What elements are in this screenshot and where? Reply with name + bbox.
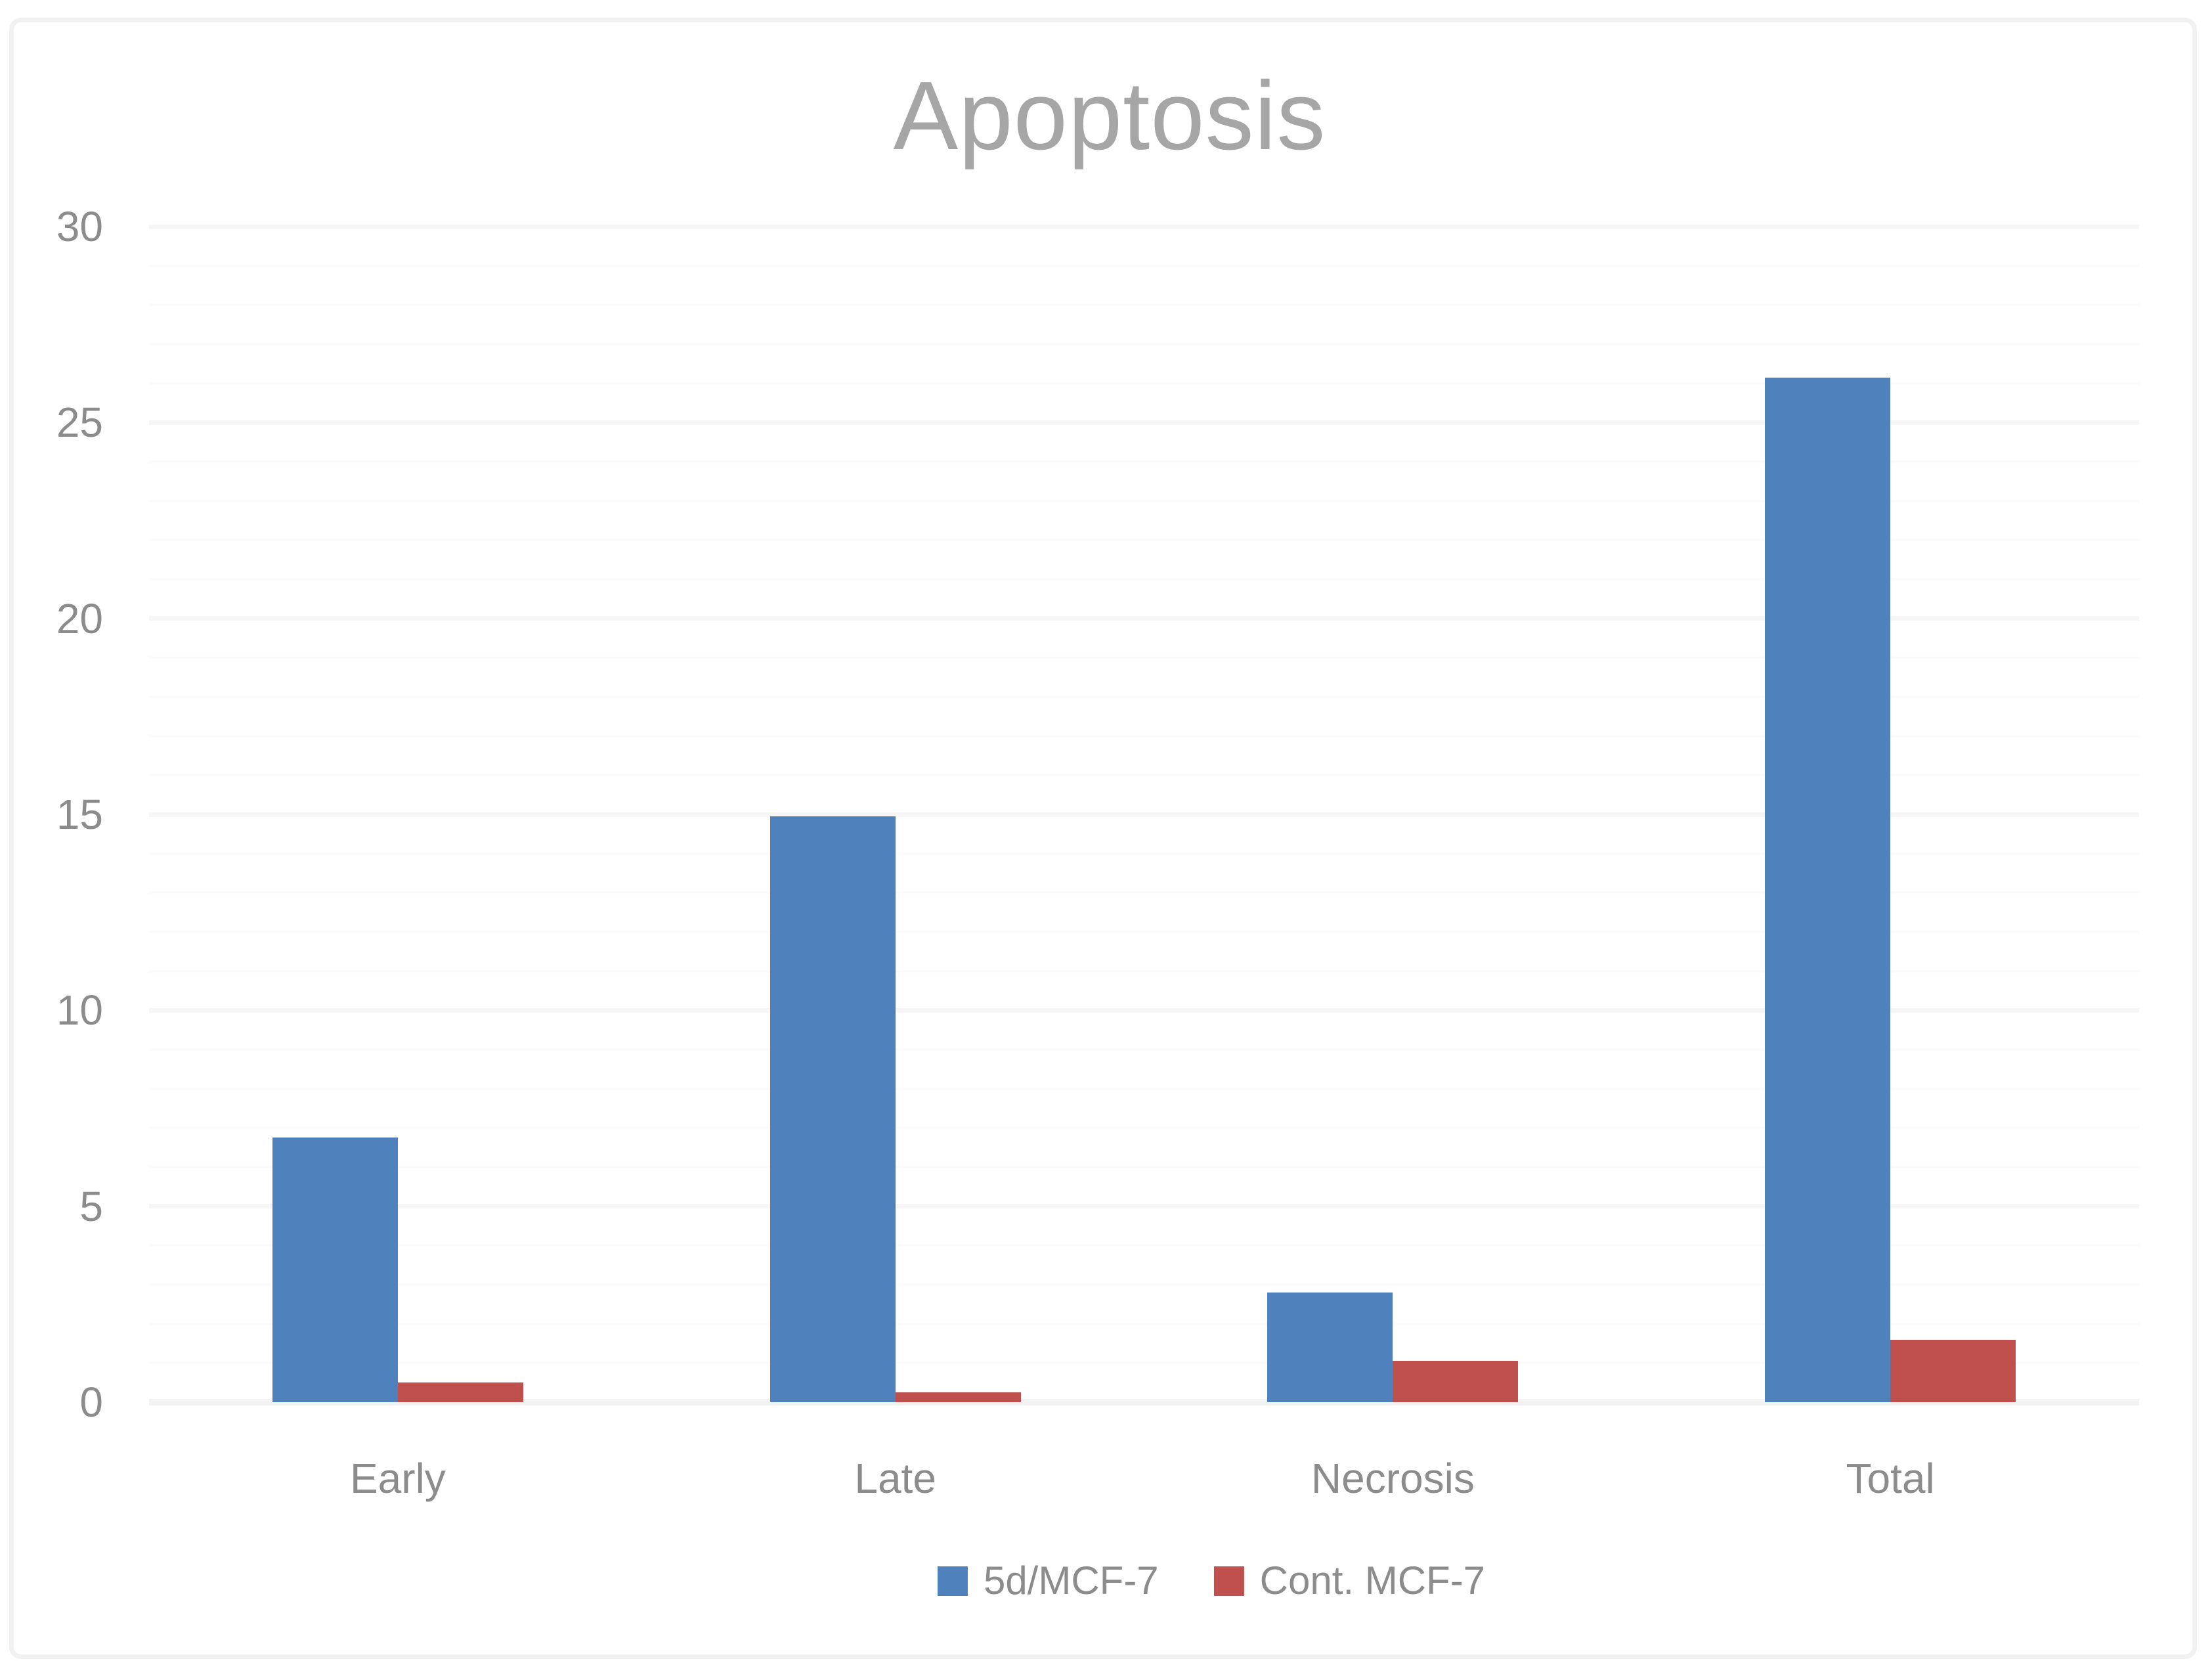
major-gridline xyxy=(149,1204,2139,1209)
bar-cont-mcf-7-total xyxy=(1890,1339,2016,1402)
minor-gridline xyxy=(149,460,2139,463)
y-tick-label-10: 10 xyxy=(56,986,103,1034)
bar-5d-mcf-7-late xyxy=(770,816,896,1402)
bar-cont-mcf-7-late xyxy=(895,1392,1021,1402)
bar-cont-mcf-7-necrosis xyxy=(1393,1361,1519,1402)
bar-5d-mcf-7-early xyxy=(272,1138,398,1402)
x-category-label-late: Late xyxy=(854,1455,936,1502)
x-category-label-early: Early xyxy=(349,1455,446,1502)
legend-item-5d-mcf-7: 5d/MCF-7 xyxy=(937,1558,1159,1603)
minor-gridline xyxy=(149,734,2139,738)
minor-gridline xyxy=(149,969,2139,973)
minor-gridline xyxy=(149,303,2139,307)
bar-cont-mcf-7-early xyxy=(397,1382,523,1402)
minor-gridline xyxy=(149,656,2139,659)
minor-gridline xyxy=(149,1087,2139,1090)
minor-gridline xyxy=(149,774,2139,777)
legend-item-cont-mcf-7: Cont. MCF-7 xyxy=(1213,1558,1486,1603)
major-gridline xyxy=(149,616,2139,621)
minor-gridline xyxy=(149,696,2139,698)
legend-swatch-icon xyxy=(937,1566,968,1596)
legend-label: 5d/MCF-7 xyxy=(983,1558,1159,1603)
y-tick-label-5: 5 xyxy=(79,1182,103,1230)
minor-gridline xyxy=(149,1361,2139,1365)
minor-gridline xyxy=(149,382,2139,385)
major-gridline xyxy=(149,1007,2139,1013)
minor-gridline xyxy=(149,931,2139,933)
x-axis-line xyxy=(149,1399,2139,1405)
plot-area xyxy=(149,224,2139,1405)
minor-gridline xyxy=(149,1283,2139,1286)
minor-gridline xyxy=(149,1166,2139,1168)
minor-gridline xyxy=(149,1244,2139,1247)
minor-gridline xyxy=(149,578,2139,581)
y-tick-label-0: 0 xyxy=(79,1379,103,1426)
minor-gridline xyxy=(149,264,2139,267)
minor-gridline xyxy=(149,499,2139,502)
y-tick-label-30: 30 xyxy=(56,203,103,250)
legend-swatch-icon xyxy=(1213,1566,1244,1596)
bar-5d-mcf-7-necrosis xyxy=(1267,1292,1393,1402)
bar-5d-mcf-7-total xyxy=(1765,377,1891,1402)
minor-gridline xyxy=(149,891,2139,895)
minor-gridline xyxy=(149,1048,2139,1051)
y-tick-label-25: 25 xyxy=(56,399,103,447)
major-gridline xyxy=(149,420,2139,425)
y-tick-label-20: 20 xyxy=(56,594,103,642)
legend-label: Cont. MCF-7 xyxy=(1259,1558,1486,1603)
x-category-label-necrosis: Necrosis xyxy=(1311,1455,1475,1502)
minor-gridline xyxy=(149,1322,2139,1325)
chart-title: Apoptosis xyxy=(893,62,1326,170)
minor-gridline xyxy=(149,343,2139,345)
major-gridline xyxy=(149,812,2139,817)
minor-gridline xyxy=(149,1126,2139,1130)
legend: 5d/MCF-7 Cont. MCF-7 xyxy=(937,1558,1486,1603)
minor-gridline xyxy=(149,852,2139,855)
major-gridline xyxy=(149,224,2139,229)
x-category-label-total: Total xyxy=(1846,1455,1935,1502)
y-tick-label-15: 15 xyxy=(56,791,103,838)
minor-gridline xyxy=(149,539,2139,542)
